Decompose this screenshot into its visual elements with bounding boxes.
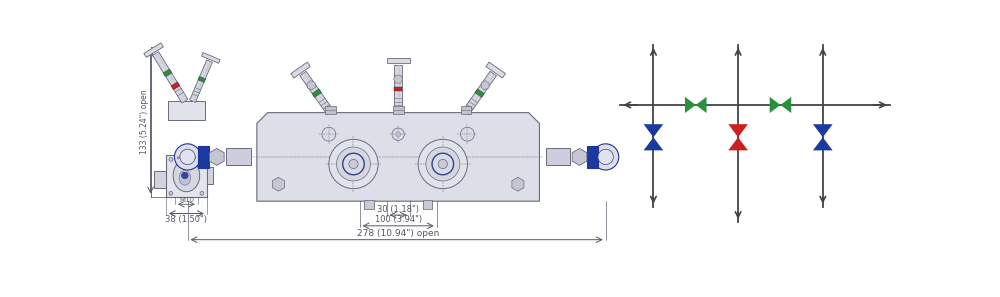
Bar [546,148,570,165]
Polygon shape [394,65,402,113]
Circle shape [349,159,358,169]
Circle shape [426,147,460,181]
Polygon shape [475,89,484,97]
Polygon shape [696,97,707,113]
Circle shape [174,144,201,170]
Polygon shape [644,124,663,137]
Polygon shape [813,137,833,150]
Polygon shape [198,76,206,83]
Polygon shape [486,62,505,78]
Polygon shape [644,137,663,150]
Bar [226,148,251,165]
Bar [168,101,205,120]
Polygon shape [728,124,748,137]
Bar [587,146,598,168]
Circle shape [396,132,400,137]
Circle shape [461,127,474,141]
Polygon shape [300,71,334,115]
Polygon shape [463,71,496,115]
Circle shape [200,157,204,161]
Polygon shape [685,97,696,113]
Circle shape [177,157,179,159]
Bar [198,146,209,168]
Bar [166,154,207,197]
Circle shape [169,157,173,161]
Bar [461,107,471,114]
Circle shape [438,159,447,169]
Circle shape [418,139,467,189]
Polygon shape [153,52,188,103]
Bar [393,107,404,114]
Ellipse shape [173,159,200,192]
Text: 38 (1.50"): 38 (1.50") [165,215,207,224]
Polygon shape [144,43,163,57]
Bar [325,107,336,114]
Text: 100 (3.94"): 100 (3.94") [375,215,422,224]
Circle shape [180,149,195,165]
Text: 133 (5.24") open: 133 (5.24") open [140,90,149,154]
Ellipse shape [182,172,188,179]
Polygon shape [394,86,402,91]
Circle shape [193,157,196,159]
Bar [423,200,432,209]
Circle shape [337,147,370,181]
Circle shape [392,128,404,140]
Bar [154,171,166,189]
Polygon shape [202,53,220,63]
Circle shape [593,144,619,170]
Polygon shape [813,124,833,137]
Bar [364,200,374,209]
Circle shape [322,127,336,141]
Polygon shape [770,97,780,113]
Text: 278 (10.94") open: 278 (10.94") open [357,229,439,238]
Polygon shape [312,89,322,97]
Polygon shape [387,58,410,63]
Circle shape [329,139,378,189]
Polygon shape [257,113,539,201]
Circle shape [185,157,188,159]
Circle shape [169,191,173,195]
Bar [207,167,213,184]
Polygon shape [780,97,791,113]
Ellipse shape [179,170,191,185]
Polygon shape [171,82,180,90]
Polygon shape [728,137,748,150]
Circle shape [432,153,454,175]
Polygon shape [291,62,310,78]
Circle shape [343,153,364,175]
Circle shape [598,149,613,165]
Polygon shape [190,60,212,102]
Circle shape [200,191,204,195]
Text: M10: M10 [179,197,194,203]
Polygon shape [163,69,172,77]
Text: 30 (1.18"): 30 (1.18") [377,205,419,214]
